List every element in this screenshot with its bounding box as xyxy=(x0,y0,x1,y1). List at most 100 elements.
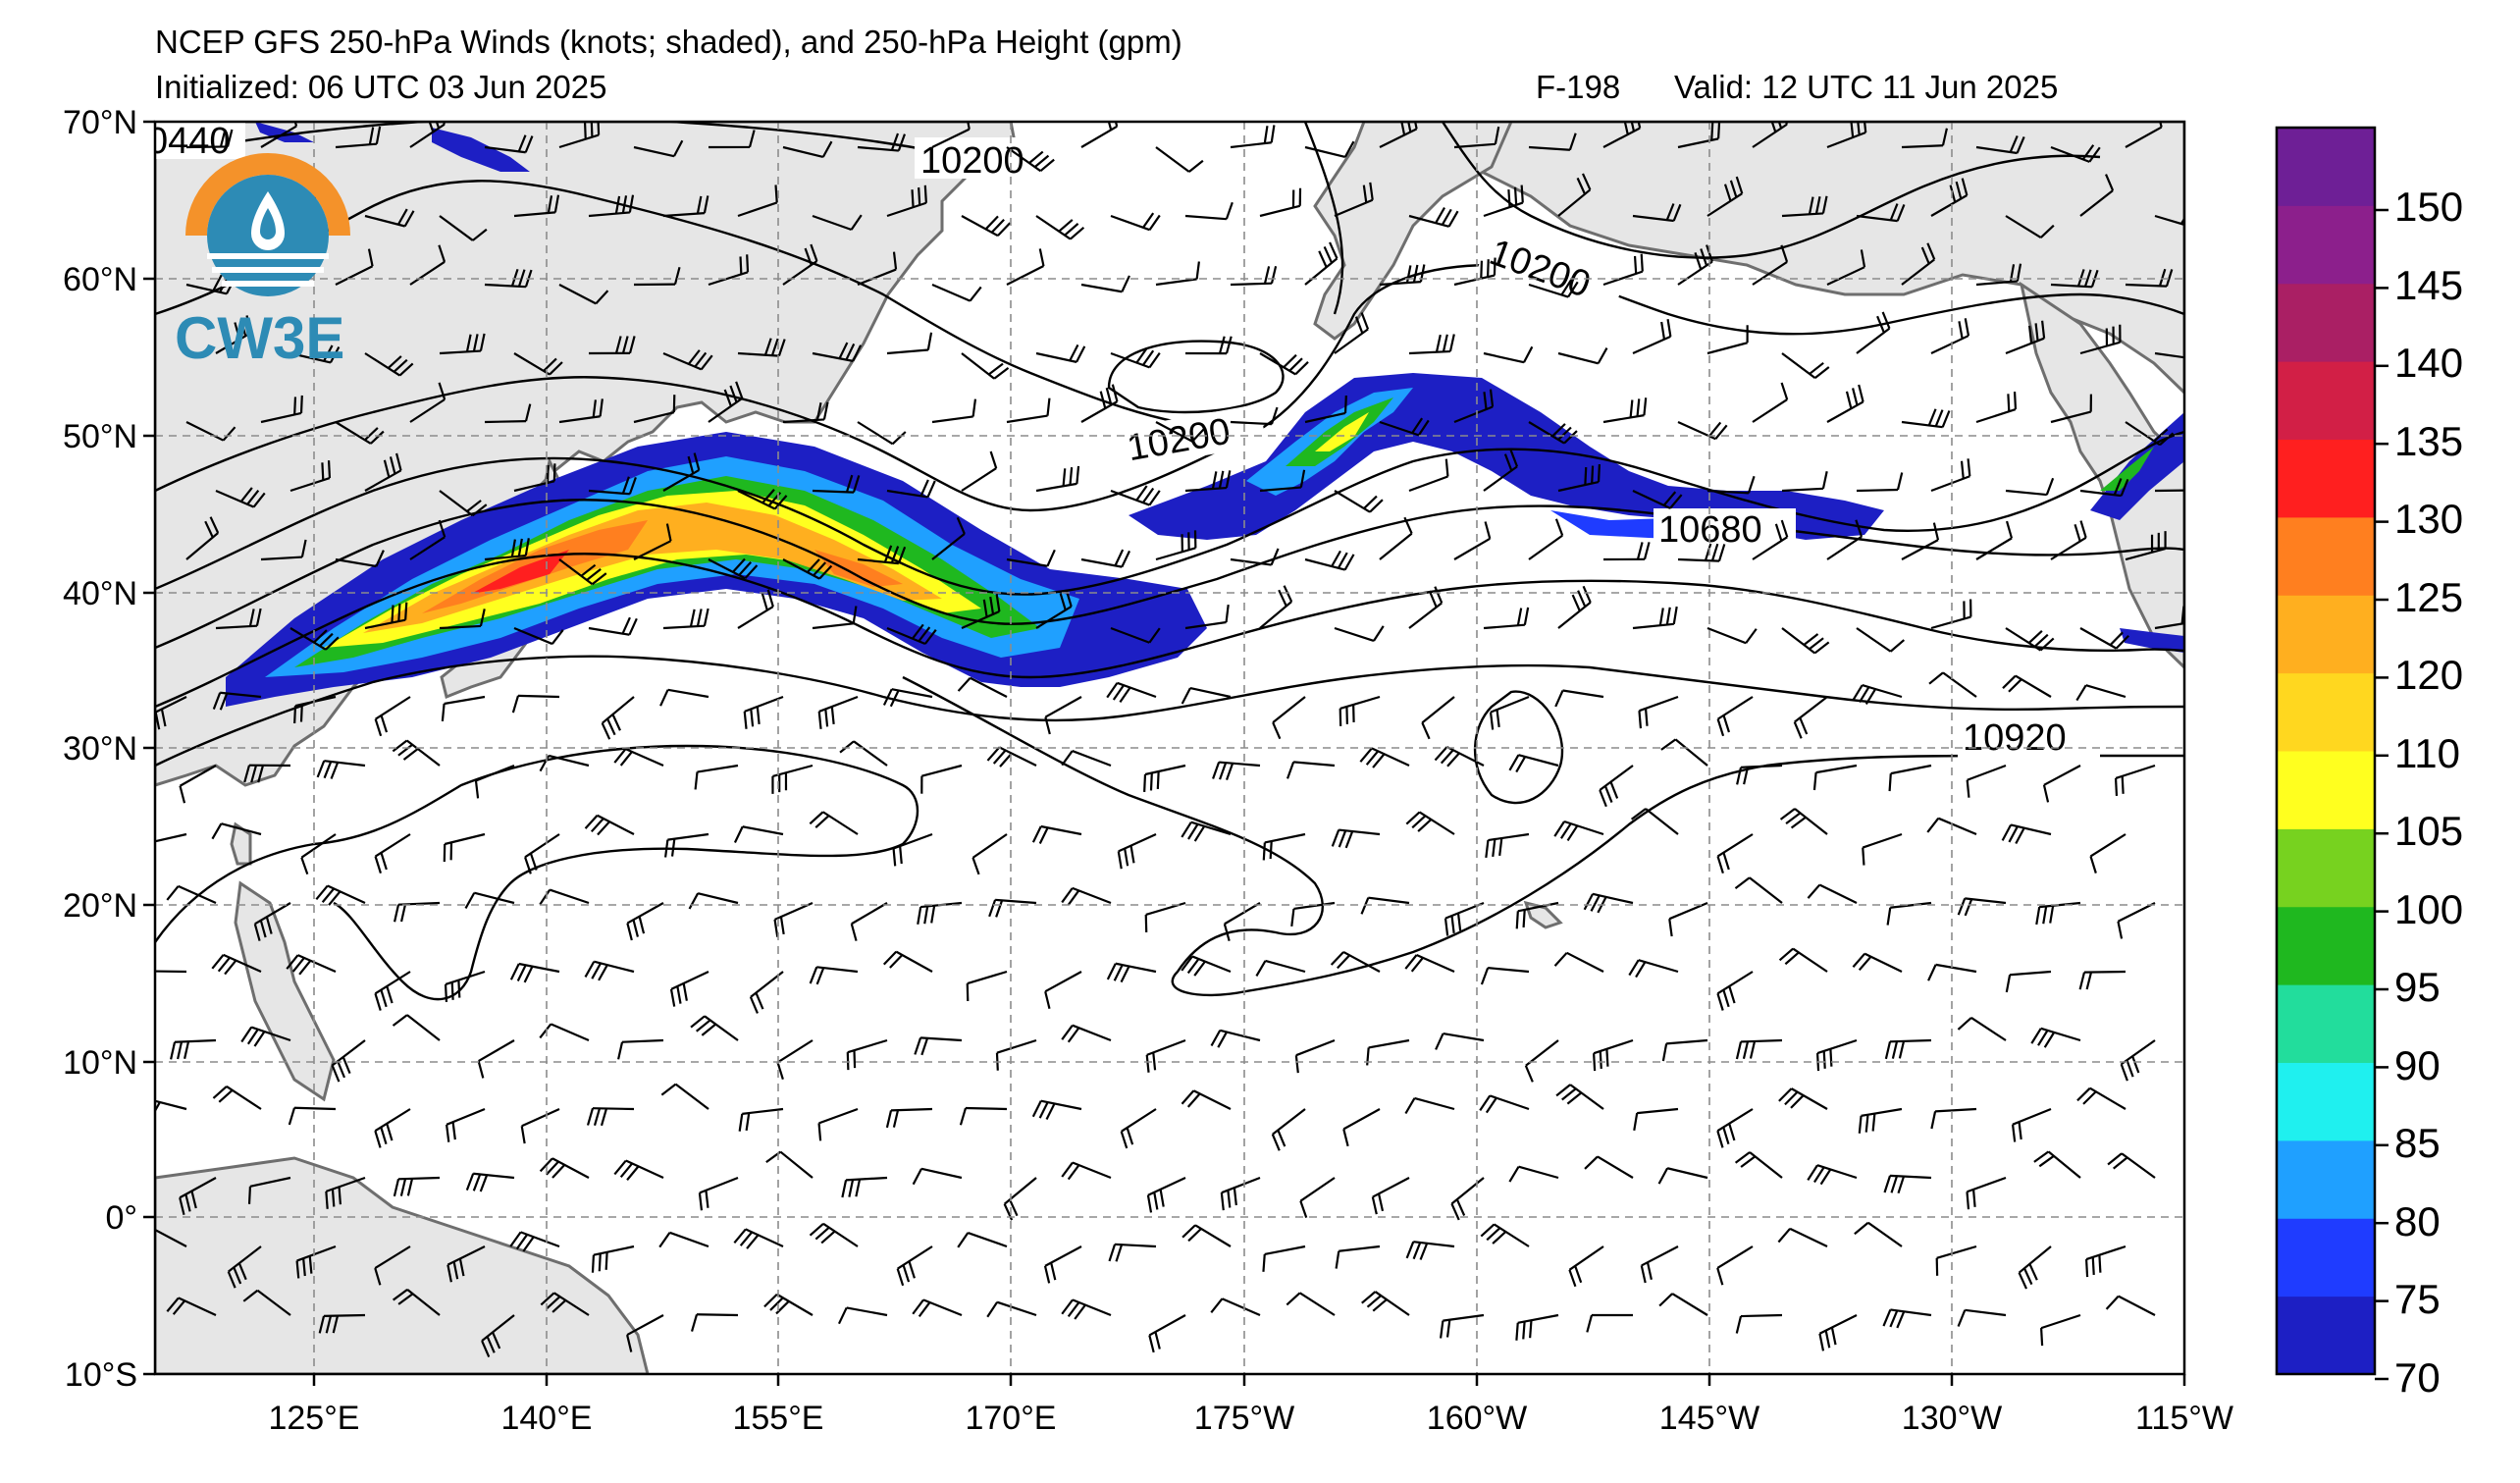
wind-barb xyxy=(738,1107,784,1132)
wind-barb xyxy=(374,971,411,1011)
wind-barb xyxy=(1734,876,1783,904)
wind-barb xyxy=(1528,421,1578,445)
wind-barb xyxy=(2078,970,2126,990)
wind-barb xyxy=(776,1039,814,1080)
wind-barb xyxy=(1586,1313,1634,1333)
wind-barb xyxy=(335,126,382,149)
colorbar-swatch xyxy=(2277,672,2375,752)
wind-barb xyxy=(601,696,635,740)
wind-barb xyxy=(694,764,739,790)
logo-text: CW3E xyxy=(175,305,344,371)
wind-barb xyxy=(1212,761,1261,781)
wind-barb xyxy=(1262,1245,1306,1272)
wind-barb xyxy=(1259,352,1309,376)
wind-barb xyxy=(513,463,556,493)
wind-barb xyxy=(1966,1176,2007,1210)
wind-barb xyxy=(295,1245,337,1279)
wind-barb xyxy=(809,811,859,835)
wind-barb xyxy=(335,421,385,445)
colorbar-label: 125 xyxy=(2394,574,2463,620)
wind-barb xyxy=(1361,1291,1410,1316)
colorbar-label: 100 xyxy=(2394,886,2463,932)
wind-barb xyxy=(439,333,486,355)
contour-line xyxy=(1441,122,2101,259)
wind-barb xyxy=(957,1231,1008,1248)
wind-barb xyxy=(886,332,933,355)
wind-barb xyxy=(662,195,709,218)
wind-barb xyxy=(1778,947,1828,973)
colorbar-swatch xyxy=(2277,984,2375,1063)
wind-barb xyxy=(1528,518,1564,560)
wind-barb xyxy=(1508,754,1559,773)
wind-barb xyxy=(1453,521,1492,560)
wind-barb xyxy=(812,214,863,232)
colorbar-border xyxy=(2275,126,2377,1376)
wind-barb xyxy=(1181,1089,1232,1110)
wind-barb xyxy=(1061,1024,1112,1043)
wind-barb xyxy=(662,349,713,371)
wind-barb xyxy=(1528,279,1579,298)
colorbar-swatch xyxy=(2277,906,2375,985)
wind-barb xyxy=(1006,549,1056,567)
wind-barb xyxy=(1405,811,1455,835)
wind-barb xyxy=(1852,952,1903,973)
wind-barb xyxy=(2120,1039,2156,1082)
wind-barb xyxy=(2079,478,2129,498)
wind-barb xyxy=(912,1167,963,1186)
wind-barb xyxy=(1120,1108,1157,1149)
wind-barb xyxy=(658,1231,709,1248)
wind-barb xyxy=(155,970,187,974)
wind-barb xyxy=(763,1293,814,1316)
wind-barb xyxy=(662,608,709,630)
wind-barb xyxy=(914,1036,963,1056)
wind-barb xyxy=(613,748,664,768)
wind-barb xyxy=(584,814,635,836)
wind-barb xyxy=(374,696,411,737)
wind-barb xyxy=(1706,475,1756,495)
wind-barb xyxy=(1184,336,1233,355)
wind-barb xyxy=(809,1222,859,1247)
wind-barb xyxy=(782,140,833,159)
wind-barb xyxy=(1781,195,1828,218)
wind-barb xyxy=(1975,520,2014,560)
wind-barb xyxy=(1334,312,1370,354)
wind-barb xyxy=(586,1107,635,1127)
wind-barb xyxy=(1290,901,1336,927)
wind-barb xyxy=(1716,1108,1754,1148)
wind-barb xyxy=(1210,1298,1261,1317)
wind-barb xyxy=(2107,1152,2156,1179)
lon-label: 170°E xyxy=(965,1400,1056,1437)
wind-barb xyxy=(1061,750,1112,768)
wind-barb xyxy=(215,487,266,508)
wind-barb xyxy=(211,953,262,976)
wind-barb xyxy=(1146,1177,1186,1213)
wind-barb xyxy=(733,1228,784,1249)
wind-barb xyxy=(1181,821,1232,842)
wind-barb xyxy=(393,1176,441,1197)
wind-barb xyxy=(1957,1308,2007,1327)
wind-barb xyxy=(2042,765,2081,803)
wind-barb xyxy=(1734,1151,1783,1179)
wind-barb xyxy=(1334,625,1385,643)
wind-barb xyxy=(1901,522,1940,560)
wind-barb xyxy=(441,695,486,722)
wind-barb xyxy=(660,1083,709,1110)
wind-barb xyxy=(690,1313,739,1332)
wind-barb xyxy=(247,1176,291,1204)
wind-barb xyxy=(1553,820,1604,842)
wind-barb xyxy=(1632,490,1683,509)
wind-barb xyxy=(1272,696,1306,740)
wind-barb xyxy=(558,398,604,424)
wind-barb xyxy=(1255,959,1306,978)
wind-barb xyxy=(1408,334,1455,355)
lon-label: 155°E xyxy=(732,1400,823,1437)
lat-label: 20°N xyxy=(63,887,137,925)
wind-barb xyxy=(1888,764,1932,792)
wind-barb xyxy=(1602,542,1651,561)
wind-barb xyxy=(1379,417,1430,437)
wind-barb xyxy=(912,1298,963,1318)
wind-barb xyxy=(1807,883,1858,904)
wind-barb xyxy=(633,139,684,158)
wind-barb xyxy=(1006,397,1051,424)
wind-barb xyxy=(1515,1313,1559,1341)
